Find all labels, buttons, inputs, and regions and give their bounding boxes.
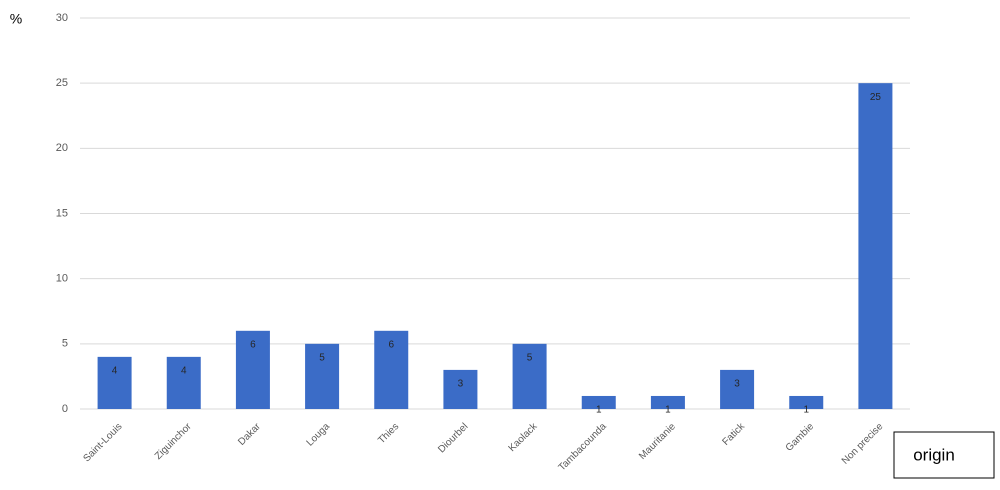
- bar: [512, 343, 547, 409]
- data-label: 3: [458, 379, 464, 390]
- y-tick-label: 25: [56, 77, 68, 89]
- x-tick-label: Fatick: [720, 421, 747, 448]
- bar: [720, 369, 755, 409]
- x-tick-label: Dakar: [236, 421, 263, 448]
- data-label: 5: [319, 352, 325, 363]
- data-label: 1: [665, 405, 671, 416]
- y-axis-label: %: [10, 11, 22, 27]
- bar: [858, 83, 893, 410]
- y-tick-label: 30: [56, 12, 68, 24]
- x-tick-label: Diourbel: [436, 421, 470, 455]
- data-label: 5: [527, 352, 533, 363]
- bar: [235, 330, 270, 409]
- bar: [97, 356, 132, 409]
- annotation: origin: [913, 445, 955, 464]
- bar: [789, 395, 824, 409]
- data-label: 3: [734, 379, 740, 390]
- x-tick-label: Tambacounda: [557, 421, 610, 474]
- y-tick-label: 0: [62, 403, 68, 415]
- data-label: 1: [596, 405, 602, 416]
- y-tick-label: 20: [56, 142, 68, 154]
- x-tick-label: Non precise: [840, 421, 886, 467]
- data-label: 4: [112, 366, 118, 377]
- annotation-box: [893, 431, 995, 479]
- data-label: 6: [388, 339, 394, 350]
- y-tick-label: 10: [56, 273, 68, 285]
- x-tick-label: Ziguinchor: [153, 421, 194, 462]
- bar: [650, 395, 685, 409]
- x-tick-label: Thies: [376, 421, 401, 446]
- data-label: 4: [181, 366, 187, 377]
- y-tick-label: 15: [56, 207, 68, 219]
- bar: [305, 343, 340, 409]
- x-tick-label: Mauritanie: [637, 421, 678, 462]
- data-label: 1: [803, 405, 809, 416]
- data-label: 25: [870, 92, 882, 103]
- x-tick-label: Kaolack: [507, 421, 541, 455]
- bar: [581, 395, 616, 409]
- y-tick-label: 5: [62, 338, 68, 350]
- data-label: 6: [250, 339, 256, 350]
- bar: [166, 356, 201, 409]
- x-tick-label: Saint-Louis: [81, 421, 124, 464]
- x-tick-label: Louga: [305, 421, 333, 449]
- x-tick-label: Gambie: [784, 421, 817, 454]
- bar: [443, 369, 478, 409]
- bar: [374, 330, 409, 409]
